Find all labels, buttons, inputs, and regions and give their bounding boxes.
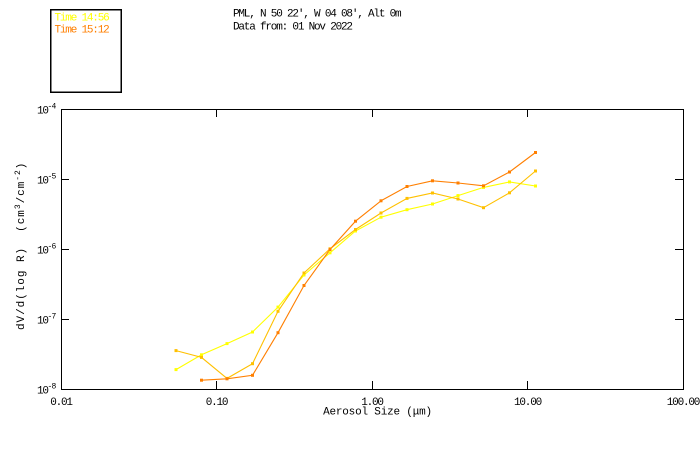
svg-text:-5: -5 [48,173,57,182]
svg-text:-6: -6 [48,243,57,252]
svg-text:10: 10 [37,246,48,258]
svg-text:10: 10 [37,176,48,188]
svg-text:-8: -8 [48,383,57,392]
svg-text:-4: -4 [48,103,57,112]
svg-text:dV/d(log R) (cm3/cm-2): dV/d(log R) (cm3/cm-2) [14,162,28,330]
svg-text:0.10: 0.10 [206,397,228,409]
svg-text:PML, N 50 22', W 04 08', Alt 0: PML, N 50 22', W 04 08', Alt 0m [233,9,402,21]
svg-text:10.00: 10.00 [514,397,542,409]
svg-text:Aerosol Size (μm): Aerosol Size (μm) [323,407,432,419]
svg-text:10: 10 [37,106,48,118]
svg-text:10: 10 [37,386,48,398]
svg-text:0.01: 0.01 [50,397,73,409]
svg-text:100.00: 100.00 [667,397,700,409]
svg-text:10: 10 [37,316,48,328]
svg-text:Time 15:12: Time 15:12 [55,25,110,37]
svg-text:-7: -7 [48,313,57,322]
svg-text:Time 14:56: Time 14:56 [55,13,110,25]
svg-text:1.00: 1.00 [361,397,383,409]
svg-text:Data from: 01 Nov 2022: Data from: 01 Nov 2022 [233,22,352,34]
